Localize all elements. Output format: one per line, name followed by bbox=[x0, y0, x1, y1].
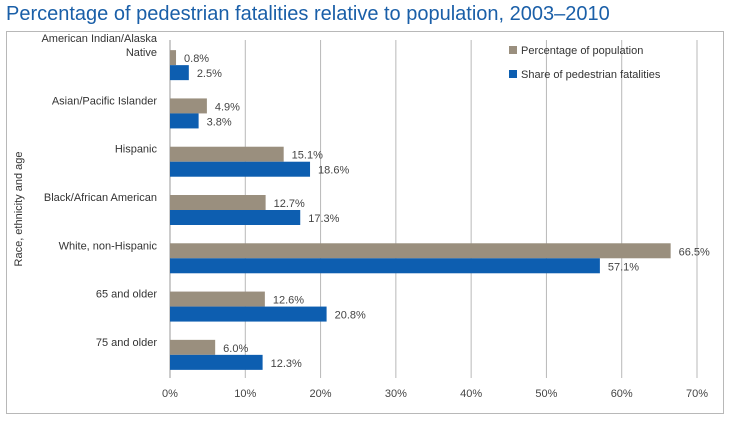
x-tick-label: 10% bbox=[234, 388, 256, 400]
population-bar bbox=[170, 339, 216, 355]
population-bar bbox=[170, 50, 177, 66]
category-label: Asian/Pacific Islander bbox=[52, 95, 157, 107]
category-label: Black/African American bbox=[44, 192, 157, 204]
population-bar bbox=[170, 195, 266, 210]
fatalities-value-label: 57.1% bbox=[608, 261, 639, 273]
population-value-label: 0.8% bbox=[184, 53, 209, 65]
fatalities-value-label: 12.3% bbox=[271, 358, 302, 370]
population-value-label: 66.5% bbox=[679, 246, 710, 258]
legend-label: Share of pedestrian fatalities bbox=[521, 69, 661, 81]
population-value-label: 12.7% bbox=[274, 198, 305, 210]
fatalities-bar bbox=[170, 354, 263, 370]
population-bar bbox=[170, 146, 284, 162]
category-label: Hispanic bbox=[115, 144, 158, 156]
population-value-label: 15.1% bbox=[292, 150, 323, 162]
category-label: American Indian/Alaska bbox=[41, 33, 157, 45]
category-label: 75 and older bbox=[96, 337, 157, 349]
x-tick-label: 30% bbox=[385, 388, 407, 400]
x-tick-label: 60% bbox=[611, 388, 633, 400]
fatalities-bar bbox=[170, 161, 311, 177]
population-bar bbox=[170, 243, 671, 259]
population-value-label: 4.9% bbox=[215, 101, 240, 113]
y-axis-title: Race, ethnicity and age bbox=[13, 152, 25, 267]
legend-label: Percentage of population bbox=[521, 45, 643, 57]
population-bar bbox=[170, 291, 265, 307]
fatalities-value-label: 17.3% bbox=[308, 213, 339, 225]
fatalities-bar bbox=[170, 113, 199, 129]
legend-swatch bbox=[509, 70, 517, 78]
category-label: Native bbox=[126, 47, 157, 59]
legend-swatch bbox=[509, 46, 517, 54]
fatalities-value-label: 2.5% bbox=[197, 68, 222, 80]
chart-title: Percentage of pedestrian fatalities rela… bbox=[6, 3, 610, 25]
population-bar bbox=[170, 98, 207, 114]
fatalities-bar bbox=[170, 210, 301, 225]
x-tick-label: 50% bbox=[535, 388, 557, 400]
x-tick-label: 0% bbox=[162, 388, 178, 400]
x-tick-label: 20% bbox=[310, 388, 332, 400]
category-label: White, non-Hispanic bbox=[59, 240, 158, 252]
category-label: 65 and older bbox=[96, 289, 157, 301]
fatalities-bar bbox=[170, 306, 327, 322]
fatalities-value-label: 18.6% bbox=[318, 165, 349, 177]
chart-frame bbox=[6, 31, 724, 414]
population-value-label: 12.6% bbox=[273, 295, 304, 307]
population-value-label: 6.0% bbox=[223, 343, 248, 355]
fatalities-bar bbox=[170, 258, 600, 274]
fatalities-bar bbox=[170, 65, 189, 81]
x-tick-label: 70% bbox=[686, 388, 708, 400]
x-tick-label: 40% bbox=[460, 388, 482, 400]
fatalities-value-label: 20.8% bbox=[335, 310, 366, 322]
fatalities-value-label: 3.8% bbox=[207, 116, 232, 128]
